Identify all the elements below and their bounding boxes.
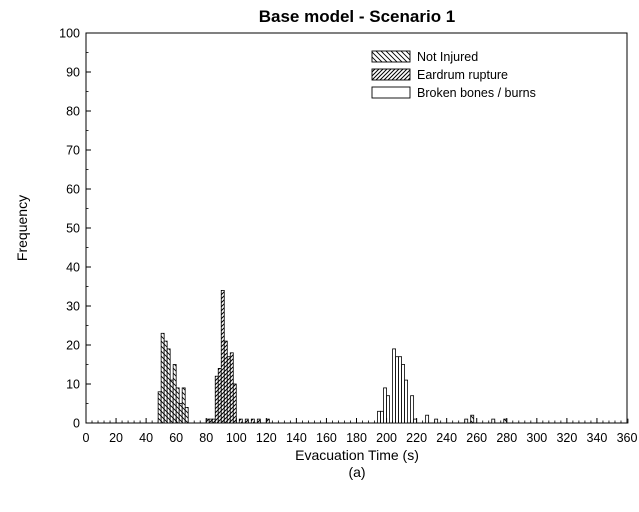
legend-swatch-slash-hatch [371,68,411,81]
histogram-bar-series-1 [175,387,180,424]
histogram-bar-series-2 [232,383,237,424]
histogram-bar-series-1 [178,403,183,424]
histogram-bar-series-2 [220,289,225,424]
histogram-bar-series-1 [184,406,189,424]
legend: Not Injured Eardrum rupture Broken bones /… [371,50,536,100]
x-tick-label: 180 [346,431,367,445]
x-tick-label: 200 [376,431,397,445]
histogram-bar-series-3 [380,410,384,424]
x-tick-label: 300 [526,431,547,445]
histogram-bar-series-1 [166,348,171,424]
y-tick-label: 20 [66,339,80,353]
histogram-bar-series-3 [383,387,387,424]
x-tick-label: 220 [406,431,427,445]
figure-caption: (a) [348,464,365,480]
histogram-bar-series-1 [169,379,174,424]
x-tick-label: 240 [436,431,457,445]
bars-group [157,289,629,424]
histogram-bar-series-3 [410,395,415,424]
x-tick-label: 20 [109,431,123,445]
histogram-bar-series-1 [172,364,177,424]
histogram-bar-series-2 [214,375,219,424]
y-tick-label: 40 [66,261,80,275]
y-tick-label: 30 [66,300,80,314]
x-tick-label: 40 [139,431,153,445]
x-tick-label: 160 [316,431,337,445]
x-tick-label: 120 [256,431,277,445]
chart-title: Base model - Scenario 1 [259,7,456,26]
y-tick-label: 0 [73,417,80,431]
y-tick-label: 50 [66,222,80,236]
histogram-bar-series-3 [401,364,405,424]
histogram-bar-series-1 [163,340,168,424]
histogram-bar-series-2 [244,418,249,424]
histogram-bar-series-2 [223,340,228,424]
histogram-bar-series-3 [392,348,396,424]
legend-label: Broken bones / burns [417,86,536,100]
histogram-bar-series-3 [464,418,469,424]
histogram-bar-series-3 [395,356,399,424]
x-tick-label: 260 [466,431,487,445]
x-tick-label: 280 [496,431,517,445]
y-axis-ticks: 0 10 20 30 40 50 60 70 80 90 100 [59,27,91,431]
histogram-bar-series-1 [157,391,162,424]
x-tick-label: 360 [617,431,638,445]
histogram-bar-series-3 [377,410,381,424]
x-tick-label: 60 [169,431,183,445]
histogram-bar-series-3 [434,418,439,424]
y-tick-label: 10 [66,378,80,392]
y-tick-label: 70 [66,144,80,158]
histogram-bar-series-3 [404,379,408,424]
x-tick-label: 80 [199,431,213,445]
histogram-bar-series-2 [256,418,261,424]
y-tick-label: 90 [66,66,80,80]
histogram-bar-series-2 [226,356,231,424]
histogram-bar-series-1 [181,387,186,424]
plot-area: 0 20 40 60 80 100 120 140 160 180 200 220 240 260 280 3… [59,27,637,446]
histogram-bar-series-1 [470,414,475,424]
histogram-bar-series-3 [398,356,402,424]
histogram-bar-series-3 [386,395,390,424]
histogram-bar-series-1 [160,332,165,424]
x-axis-ticks: 0 20 40 60 80 100 120 140 160 180 200 220 240 260 280 3… [83,418,638,445]
histogram-bar-series-2 [208,418,213,424]
histogram-bar-series-3 [491,418,496,424]
y-axis-label: Frequency [14,195,30,261]
y-tick-label: 60 [66,183,80,197]
x-tick-label: 100 [226,431,247,445]
x-tick-label: 320 [556,431,577,445]
legend-swatch-blank [371,86,411,99]
x-axis-label: Evacuation Time (s) [295,447,419,463]
histogram-bar-series-2 [229,352,234,424]
histogram-bar-series-2 [211,418,216,424]
legend-swatch-backslash-hatch [371,50,411,63]
legend-label: Not Injured [417,50,478,64]
x-tick-label: 140 [286,431,307,445]
histogram-bar-series-2 [238,418,243,424]
x-tick-label: 340 [587,431,608,445]
legend-label: Eardrum rupture [417,68,508,82]
histogram-bar-series-2 [217,367,222,424]
histogram-bar-series-3 [425,414,430,424]
y-tick-label: 100 [59,27,80,41]
x-tick-label: 0 [83,431,90,445]
y-tick-label: 80 [66,105,80,119]
histogram-bar-series-2 [250,418,255,424]
